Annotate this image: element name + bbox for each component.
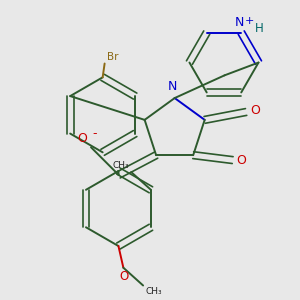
Text: N: N — [235, 16, 244, 29]
Text: +: + — [244, 16, 254, 26]
Text: O: O — [237, 154, 247, 166]
Text: H: H — [255, 22, 264, 35]
Text: O: O — [250, 104, 260, 118]
Text: CH₃: CH₃ — [112, 161, 129, 170]
Text: -: - — [93, 127, 97, 140]
Text: O: O — [77, 132, 87, 145]
Text: O: O — [120, 270, 129, 283]
Text: N: N — [168, 80, 177, 93]
Text: Br: Br — [106, 52, 118, 61]
Text: CH₃: CH₃ — [145, 287, 162, 296]
